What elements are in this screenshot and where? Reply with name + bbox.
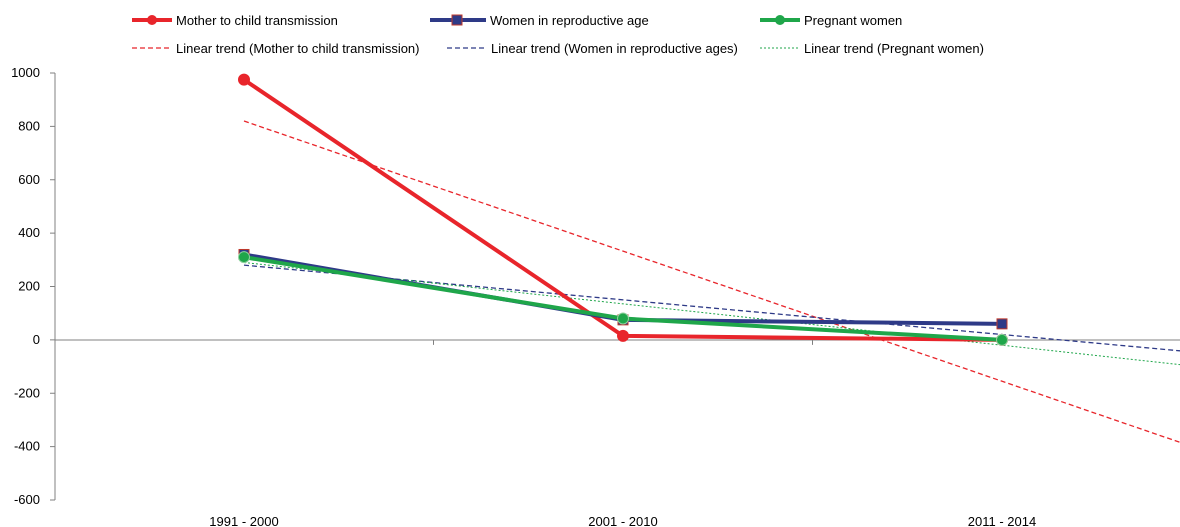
series-0-point bbox=[238, 73, 250, 86]
y-tick-label: 0 bbox=[33, 332, 40, 347]
series-2-point bbox=[617, 312, 629, 325]
y-tick-label: 400 bbox=[18, 225, 40, 240]
legend-item-trend-2: Linear trend (Pregnant women) bbox=[760, 41, 984, 56]
legend-item-series-2: Pregnant women bbox=[760, 13, 902, 28]
data-series bbox=[238, 73, 1008, 346]
y-tick-label: 1000 bbox=[11, 65, 40, 80]
legend-label-series-1: Women in reproductive age bbox=[490, 13, 649, 28]
series-1-point bbox=[996, 318, 1008, 330]
series-2-point bbox=[996, 333, 1008, 346]
series-0-point bbox=[617, 329, 629, 342]
series-line-2 bbox=[243, 255, 1003, 342]
x-tick-label: 2001 - 2010 bbox=[588, 514, 657, 527]
legend: Mother to child transmission Women in re… bbox=[132, 13, 984, 56]
x-tick-label: 1991 - 2000 bbox=[209, 514, 278, 527]
y-tick-label: -600 bbox=[14, 492, 40, 507]
legend-label-trend-1: Linear trend (Women in reproductive ages… bbox=[491, 41, 738, 56]
y-tick-label: -200 bbox=[14, 385, 40, 400]
legend-item-series-1: Women in reproductive age bbox=[430, 13, 649, 28]
series-line-0 bbox=[242, 78, 1003, 342]
legend-label-series-0: Mother to child transmission bbox=[176, 13, 338, 28]
legend-label-trend-2: Linear trend (Pregnant women) bbox=[804, 41, 984, 56]
series-2-point bbox=[238, 251, 250, 264]
y-tick-label: 600 bbox=[18, 172, 40, 187]
legend-item-series-0: Mother to child transmission bbox=[132, 13, 338, 28]
y-tick-label: 800 bbox=[18, 118, 40, 133]
trendline-0 bbox=[243, 120, 1180, 443]
x-axis-ticks: 1991 - 2000 2001 - 2010 2011 - 2014 bbox=[209, 339, 1036, 527]
y-tick-label: -400 bbox=[14, 439, 40, 454]
legend-item-trend-0: Linear trend (Mother to child transmissi… bbox=[132, 41, 420, 56]
legend-label-series-2: Pregnant women bbox=[804, 13, 902, 28]
x-tick-label: 2011 - 2014 bbox=[968, 514, 1036, 527]
y-tick-label: 200 bbox=[18, 279, 40, 294]
legend-label-trend-0: Linear trend (Mother to child transmissi… bbox=[176, 41, 420, 56]
y-axis-ticks: 1000 800 600 400 200 0 -200 -400 -600 bbox=[11, 65, 55, 507]
legend-item-trend-1: Linear trend (Women in reproductive ages… bbox=[447, 41, 738, 56]
